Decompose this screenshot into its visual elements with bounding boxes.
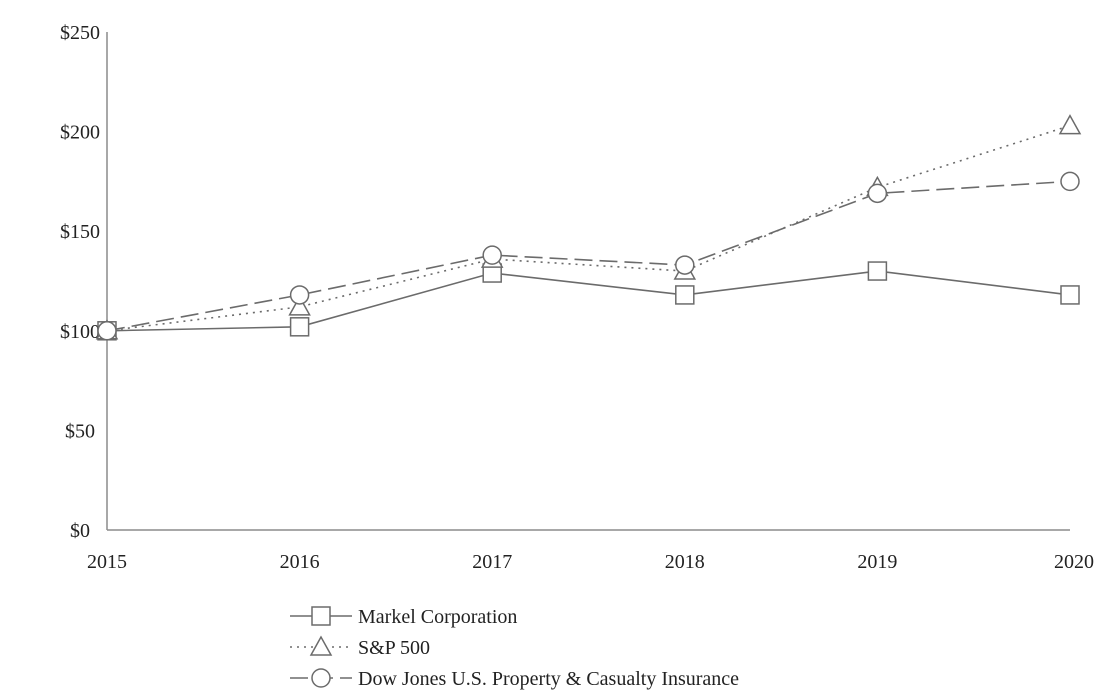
y-tick-label: $200	[60, 122, 100, 144]
data-point-marker	[1058, 114, 1082, 135]
x-tick-label: 2017	[472, 551, 512, 573]
x-tick-label: 2016	[280, 551, 320, 573]
legend-item: Dow Jones U.S. Property & Casualty Insur…	[290, 668, 739, 690]
data-point-marker	[1060, 285, 1080, 305]
legend-label: Markel Corporation	[358, 606, 517, 628]
x-tick-label: 2020	[1054, 551, 1094, 573]
legend-item: S&P 500	[290, 635, 430, 659]
legend-item: Markel Corporation	[290, 606, 517, 628]
data-point-marker	[675, 255, 695, 275]
x-tick-label: 2018	[665, 551, 705, 573]
series-line	[106, 124, 1071, 332]
y-tick-label: $50	[65, 420, 95, 442]
series-line	[106, 180, 1071, 332]
data-point-marker	[867, 261, 888, 281]
y-tick-label: $100	[60, 321, 100, 343]
axes: $0 $50 $100 $150 $200 $250 2015 2016 2017 2018 201…	[60, 22, 1094, 573]
data-point-marker	[97, 321, 117, 341]
legend-label: Dow Jones U.S. Property & Casualty Insur…	[358, 668, 739, 690]
data-point-marker	[1060, 171, 1080, 192]
series-line	[106, 270, 1071, 332]
legend-marker	[311, 668, 331, 688]
legend-marker	[309, 635, 333, 656]
data-point-marker	[675, 285, 695, 305]
data-point-marker	[482, 245, 502, 265]
series-square	[97, 261, 1080, 341]
y-tick-label: $150	[60, 221, 100, 243]
legend: Markel Corporation S&P 500 Dow Jones U.S. …	[290, 606, 739, 690]
data-point-marker	[289, 317, 310, 337]
data-point-marker	[867, 183, 888, 204]
data-point-marker	[288, 295, 311, 316]
legend-marker	[311, 606, 331, 626]
series-circle	[97, 171, 1080, 341]
series-group	[95, 114, 1082, 341]
x-tick-label: 2019	[857, 551, 897, 573]
x-tick-label: 2015	[87, 551, 127, 573]
legend-label: S&P 500	[358, 637, 430, 659]
data-point-marker	[289, 285, 310, 305]
y-tick-label: $0	[70, 520, 90, 542]
y-tick-label: $250	[60, 22, 100, 44]
